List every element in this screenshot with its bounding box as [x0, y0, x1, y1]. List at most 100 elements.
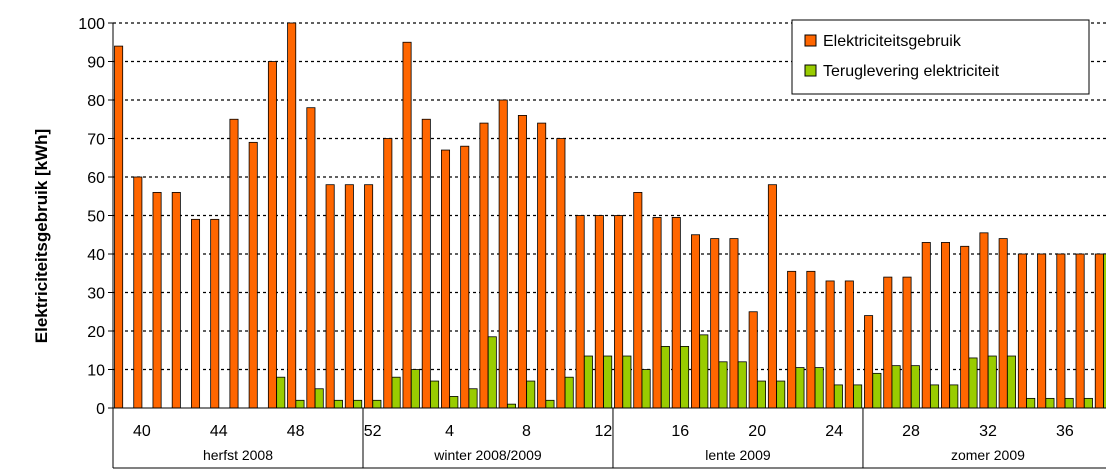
bar-elektriciteitsgebruik	[133, 176, 143, 409]
y-tick-label: 50	[87, 209, 105, 226]
x-tick-labels: 40444852481216202428323640	[133, 423, 1074, 440]
legend: Elektriciteitsgebruik Teruglevering elek…	[791, 19, 1090, 95]
season-label: lente 2009	[705, 447, 771, 463]
bar-elektriciteitsgebruik	[460, 145, 470, 409]
bar-elektriciteitsgebruik	[287, 22, 297, 409]
bar-elektriciteitsgebruik	[921, 242, 931, 409]
bar-elektriciteitsgebruik	[729, 238, 739, 409]
y-tick-label: 30	[87, 286, 105, 303]
bar-elektriciteitsgebruik	[748, 311, 758, 409]
bar-elektriciteitsgebruik	[229, 118, 239, 409]
bar-elektriciteitsgebruik	[787, 270, 797, 409]
bar-teruglevering	[699, 334, 709, 409]
bar-teruglevering	[1083, 397, 1093, 409]
bar-elektriciteitsgebruik	[171, 191, 181, 409]
bar-elektriciteitsgebruik	[1037, 253, 1047, 409]
bar-elektriciteitsgebruik	[210, 218, 220, 409]
bar-elektriciteitsgebruik	[537, 122, 547, 409]
bar-teruglevering	[987, 355, 997, 409]
x-tick-label: 40	[133, 423, 151, 440]
axes	[108, 22, 1106, 469]
bar-teruglevering	[295, 399, 305, 409]
bar-elektriciteitsgebruik	[498, 99, 508, 409]
y-tick-label: 60	[87, 170, 105, 187]
legend-label-elektriciteitsgebruik: Elektriciteitsgebruik	[823, 33, 962, 50]
bar-elektriciteitsgebruik	[940, 242, 950, 409]
bar-elektriciteitsgebruik	[767, 184, 777, 409]
legend-box	[791, 19, 1090, 95]
x-tick-label: 32	[979, 423, 997, 440]
y-tick-labels: 0 10 20 30 40 50 60 70 80 90 100	[78, 16, 105, 418]
bar-elektriciteitsgebruik	[806, 270, 816, 409]
bar-elektriciteitsgebruik	[902, 276, 912, 409]
bar-teruglevering	[795, 367, 805, 409]
bar-teruglevering	[1006, 355, 1016, 409]
bar-teruglevering	[333, 399, 343, 409]
bar-elektriciteitsgebruik	[614, 215, 624, 409]
bar-elektriciteitsgebruik	[191, 218, 201, 409]
bar-elektriciteitsgebruik	[691, 234, 701, 409]
bar-elektriciteitsgebruik	[864, 315, 874, 409]
bar-teruglevering	[853, 384, 863, 409]
bar-teruglevering	[545, 399, 555, 409]
legend-swatch-elektriciteitsgebruik	[804, 34, 817, 47]
bar-elektriciteitsgebruik	[383, 138, 393, 409]
bar-elektriciteitsgebruik	[575, 215, 585, 409]
bar-elektriciteitsgebruik	[671, 217, 681, 409]
y-tick-label: 90	[87, 55, 105, 72]
bar-teruglevering	[564, 376, 574, 409]
bar-teruglevering	[449, 396, 459, 409]
bar-elektriciteitsgebruik	[633, 191, 643, 409]
bar-teruglevering	[487, 336, 497, 409]
bar-elektriciteitsgebruik	[1094, 253, 1104, 409]
bar-elektriciteitsgebruik	[364, 184, 374, 409]
bar-teruglevering	[891, 365, 901, 409]
bar-teruglevering	[968, 357, 978, 409]
bar-elektriciteitsgebruik	[306, 107, 316, 409]
bar-elektriciteitsgebruik	[421, 118, 431, 409]
bar-elektriciteitsgebruik	[960, 245, 970, 409]
season-label: zomer 2009	[951, 447, 1025, 463]
x-tick-label: 20	[748, 423, 766, 440]
bar-teruglevering	[1045, 397, 1055, 409]
bar-elektriciteitsgebruik	[652, 217, 662, 409]
bar-teruglevering	[506, 403, 516, 409]
bar-teruglevering	[526, 380, 536, 409]
bar-teruglevering	[660, 345, 670, 409]
bar-teruglevering	[1026, 397, 1036, 409]
bar-teruglevering	[353, 399, 363, 409]
x-tick-label: 52	[364, 423, 382, 440]
bar-elektriciteitsgebruik	[1017, 253, 1027, 409]
bar-teruglevering	[756, 380, 766, 409]
bar-elektriciteitsgebruik	[1056, 253, 1066, 409]
bar-elektriciteitsgebruik	[344, 184, 354, 409]
bar-elektriciteitsgebruik	[883, 276, 893, 409]
bar-elektriciteitsgebruik	[844, 280, 854, 409]
bar-teruglevering	[583, 355, 593, 409]
bar-teruglevering	[622, 355, 632, 409]
x-tick-label: 24	[825, 423, 843, 440]
x-tick-label: 4	[445, 423, 454, 440]
bar-teruglevering	[718, 361, 728, 409]
y-axis-label: Elektriciteitsgebruik [kWh]	[32, 129, 51, 343]
bar-elektriciteitsgebruik	[1075, 253, 1085, 409]
bar-teruglevering	[930, 384, 940, 409]
bar-elektriciteitsgebruik	[594, 215, 604, 409]
bars	[114, 22, 1106, 409]
bar-teruglevering	[737, 361, 747, 409]
bar-teruglevering	[1064, 397, 1074, 409]
bar-elektriciteitsgebruik	[479, 122, 489, 409]
bar-teruglevering	[814, 367, 824, 409]
y-tick-label: 20	[87, 324, 105, 341]
bar-elektriciteitsgebruik	[825, 280, 835, 409]
bar-elektriciteitsgebruik	[517, 115, 527, 409]
bar-teruglevering	[314, 388, 324, 409]
bar-elektriciteitsgebruik	[114, 45, 124, 409]
season-label: herfst 2008	[203, 447, 273, 463]
y-tick-label: 80	[87, 93, 105, 110]
x-tick-label: 36	[1056, 423, 1074, 440]
bar-elektriciteitsgebruik	[998, 238, 1008, 409]
bar-elektriciteitsgebruik	[979, 232, 989, 409]
bar-teruglevering	[949, 384, 959, 409]
